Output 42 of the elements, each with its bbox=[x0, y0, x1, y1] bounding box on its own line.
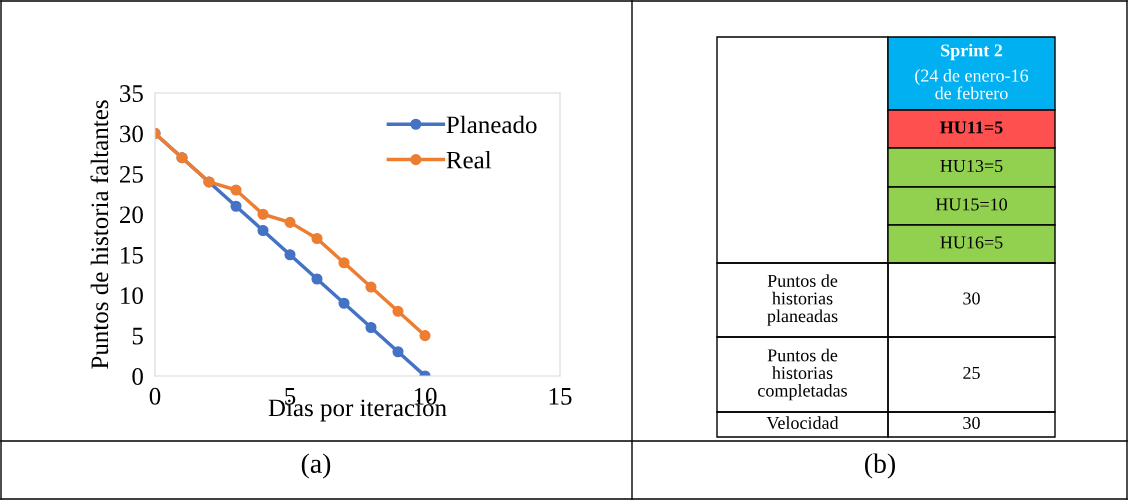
x-tick-label: 0 bbox=[149, 387, 161, 405]
legend-label: Real bbox=[446, 150, 492, 169]
y-tick-label: 30 bbox=[120, 125, 143, 143]
text: HU13=5 bbox=[940, 159, 1003, 173]
point bbox=[392, 346, 404, 358]
point bbox=[338, 297, 350, 309]
text: Sprint 2 bbox=[941, 43, 1003, 61]
point bbox=[311, 273, 323, 285]
x-tick-label: 15 bbox=[549, 387, 572, 405]
y-tick-label: 5 bbox=[132, 327, 143, 345]
text: 25 bbox=[963, 366, 980, 380]
text: HU16=5 bbox=[940, 236, 1003, 249]
point bbox=[284, 249, 296, 261]
point bbox=[365, 321, 377, 334]
legend-label: Planeado bbox=[446, 115, 537, 134]
y-tick-label: 15 bbox=[121, 246, 143, 264]
y-tick-label: 0 bbox=[132, 368, 143, 385]
point bbox=[311, 232, 323, 245]
text: Puntos de historias planeadas bbox=[767, 274, 838, 326]
text: Velocidad bbox=[766, 416, 839, 430]
point bbox=[365, 281, 377, 293]
text: HU11=5 bbox=[940, 121, 1003, 134]
point bbox=[257, 224, 269, 237]
text: (a) bbox=[301, 453, 331, 479]
y-tick-label: 10 bbox=[121, 287, 143, 305]
y-axis-title: Puntos de historia faltantes bbox=[90, 100, 109, 369]
text: HU15=10 bbox=[935, 198, 1007, 211]
point bbox=[284, 216, 296, 228]
text: (b) bbox=[865, 453, 895, 479]
text: Puntos de historias completadas bbox=[758, 348, 847, 401]
text: (24 de enero-16 de febrero bbox=[915, 69, 1029, 100]
y-tick-label: 20 bbox=[119, 206, 143, 224]
text: 30 bbox=[963, 292, 980, 305]
y-tick-label: 25 bbox=[119, 165, 143, 183]
y-tick-label: 35 bbox=[120, 85, 143, 102]
point bbox=[419, 330, 431, 342]
point bbox=[338, 257, 350, 269]
point bbox=[230, 200, 242, 212]
point bbox=[230, 184, 242, 196]
point bbox=[257, 208, 269, 220]
point bbox=[392, 305, 404, 317]
text: 30 bbox=[963, 416, 980, 430]
